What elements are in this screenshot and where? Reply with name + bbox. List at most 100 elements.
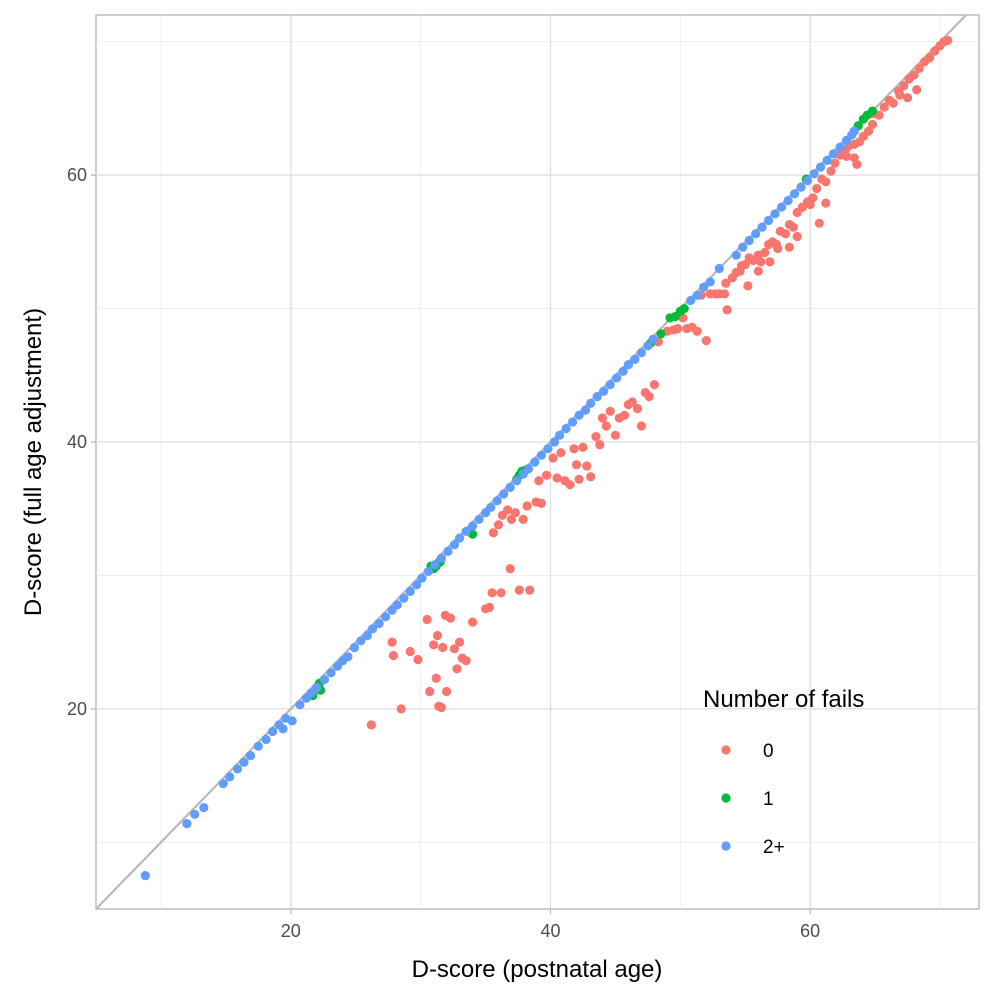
data-point-series-0 (505, 564, 515, 574)
legend-key-2+ (721, 841, 731, 851)
data-point-series-0 (487, 588, 497, 598)
data-point-series-2+ (261, 734, 271, 745)
data-point-series-0 (780, 229, 791, 239)
data-point-series-0 (468, 617, 478, 627)
data-point-series-0 (649, 380, 660, 390)
data-point-series-0 (888, 98, 898, 108)
data-point-series-2+ (549, 437, 560, 447)
data-point-series-0 (636, 421, 647, 431)
grid-minor (96, 15, 979, 909)
data-point-series-0 (503, 505, 513, 515)
data-point-series-0 (493, 520, 504, 530)
data-point-series-0 (879, 102, 889, 112)
data-point-series-2+ (605, 380, 615, 390)
data-point-series-2+ (699, 282, 709, 292)
data-point-series-2+ (764, 215, 774, 226)
legend-key-1 (721, 793, 731, 803)
data-point-series-0 (425, 686, 435, 697)
data-point-series-0 (701, 336, 711, 346)
data-point-series-2+ (790, 189, 800, 199)
data-point-series-2+ (461, 526, 471, 537)
data-point-series-0 (760, 247, 770, 258)
legend-label-1: 1 (763, 789, 774, 810)
data-point-series-0 (571, 460, 582, 470)
data-point-series-0 (586, 472, 596, 482)
data-point-series-2+ (368, 624, 378, 634)
data-point-series-2+ (555, 430, 565, 440)
y-tick-label: 60 (67, 165, 87, 185)
data-point-series-2+ (835, 142, 845, 152)
data-point-series-2+ (436, 553, 446, 563)
data-point-series-2+ (182, 819, 192, 829)
data-point-series-2+ (232, 764, 243, 774)
data-point-series-0 (805, 199, 815, 210)
data-point-series-0 (821, 198, 831, 208)
data-point-series-0 (812, 183, 822, 194)
data-point-series-0 (899, 81, 909, 91)
data-point-series-0 (821, 177, 831, 187)
data-point-series-0 (438, 642, 448, 653)
data-point-series-2+ (492, 496, 502, 506)
data-point-series-2+ (287, 716, 297, 726)
data-point-series-2+ (190, 809, 200, 819)
data-point-series-2+ (199, 803, 209, 813)
data-point-series-0 (396, 704, 406, 714)
data-point-series-0 (784, 242, 795, 252)
data-point-series-0 (605, 406, 615, 416)
data-point-series-0 (619, 410, 630, 420)
data-point-series-0 (548, 453, 558, 463)
data-point-series-2+ (586, 398, 596, 408)
data-point-series-2+ (643, 341, 653, 351)
data-point-series-0 (582, 461, 592, 471)
data-point-series-2+ (777, 202, 787, 212)
data-point-series-0 (525, 585, 535, 595)
data-point-series-2+ (268, 726, 278, 737)
data-point-series-2+ (356, 636, 366, 646)
data-point-series-0 (735, 266, 745, 276)
data-point-series-0 (943, 35, 953, 46)
y-tick-label: 40 (67, 432, 87, 452)
data-point-series-0 (449, 644, 459, 654)
data-point-series-0 (756, 257, 766, 267)
x-tick-label: 40 (540, 921, 560, 941)
data-point-series-2+ (796, 182, 806, 192)
data-point-series-2+ (803, 175, 813, 186)
data-point-series-2+ (822, 155, 832, 165)
data-point-series-0 (719, 289, 730, 299)
data-point-series-0 (565, 480, 575, 490)
data-point-series-0 (432, 630, 443, 641)
data-point-series-2+ (705, 277, 715, 287)
data-point-series-0 (534, 476, 544, 486)
data-point-series-2+ (536, 450, 547, 460)
data-point-series-0 (431, 673, 441, 683)
data-point-series-2+ (295, 700, 305, 710)
data-point-series-0 (852, 159, 862, 169)
legend: Number of fails 0 1 2+ (703, 686, 864, 858)
data-point-series-0 (388, 650, 398, 661)
data-point-series-0 (765, 257, 775, 267)
data-point-series-0 (721, 278, 731, 288)
data-point-series-2+ (430, 560, 440, 570)
data-point-series-0 (387, 637, 397, 647)
data-point-series-2+ (580, 405, 591, 415)
data-point-series-0 (484, 602, 495, 613)
data-point-series-2+ (312, 682, 322, 693)
data-point-series-2+ (568, 417, 578, 427)
data-point-series-2+ (618, 366, 628, 376)
data-point-series-2+ (449, 540, 459, 550)
data-point-series-2+ (543, 444, 553, 454)
x-axis-title: D-score (postnatal age) (412, 956, 663, 983)
data-point-series-0 (436, 702, 446, 713)
data-point-series-2+ (731, 250, 741, 260)
data-point-series-0 (914, 63, 924, 73)
data-point-series-2+ (417, 573, 427, 583)
data-points (140, 35, 953, 881)
data-point-series-2+ (592, 392, 602, 402)
data-point-series-2+ (455, 533, 465, 543)
data-point-series-0 (830, 158, 840, 168)
data-point-series-0 (788, 222, 798, 232)
data-point-series-0 (597, 413, 608, 423)
data-point-series-0 (496, 588, 506, 598)
data-point-series-0 (627, 397, 637, 407)
